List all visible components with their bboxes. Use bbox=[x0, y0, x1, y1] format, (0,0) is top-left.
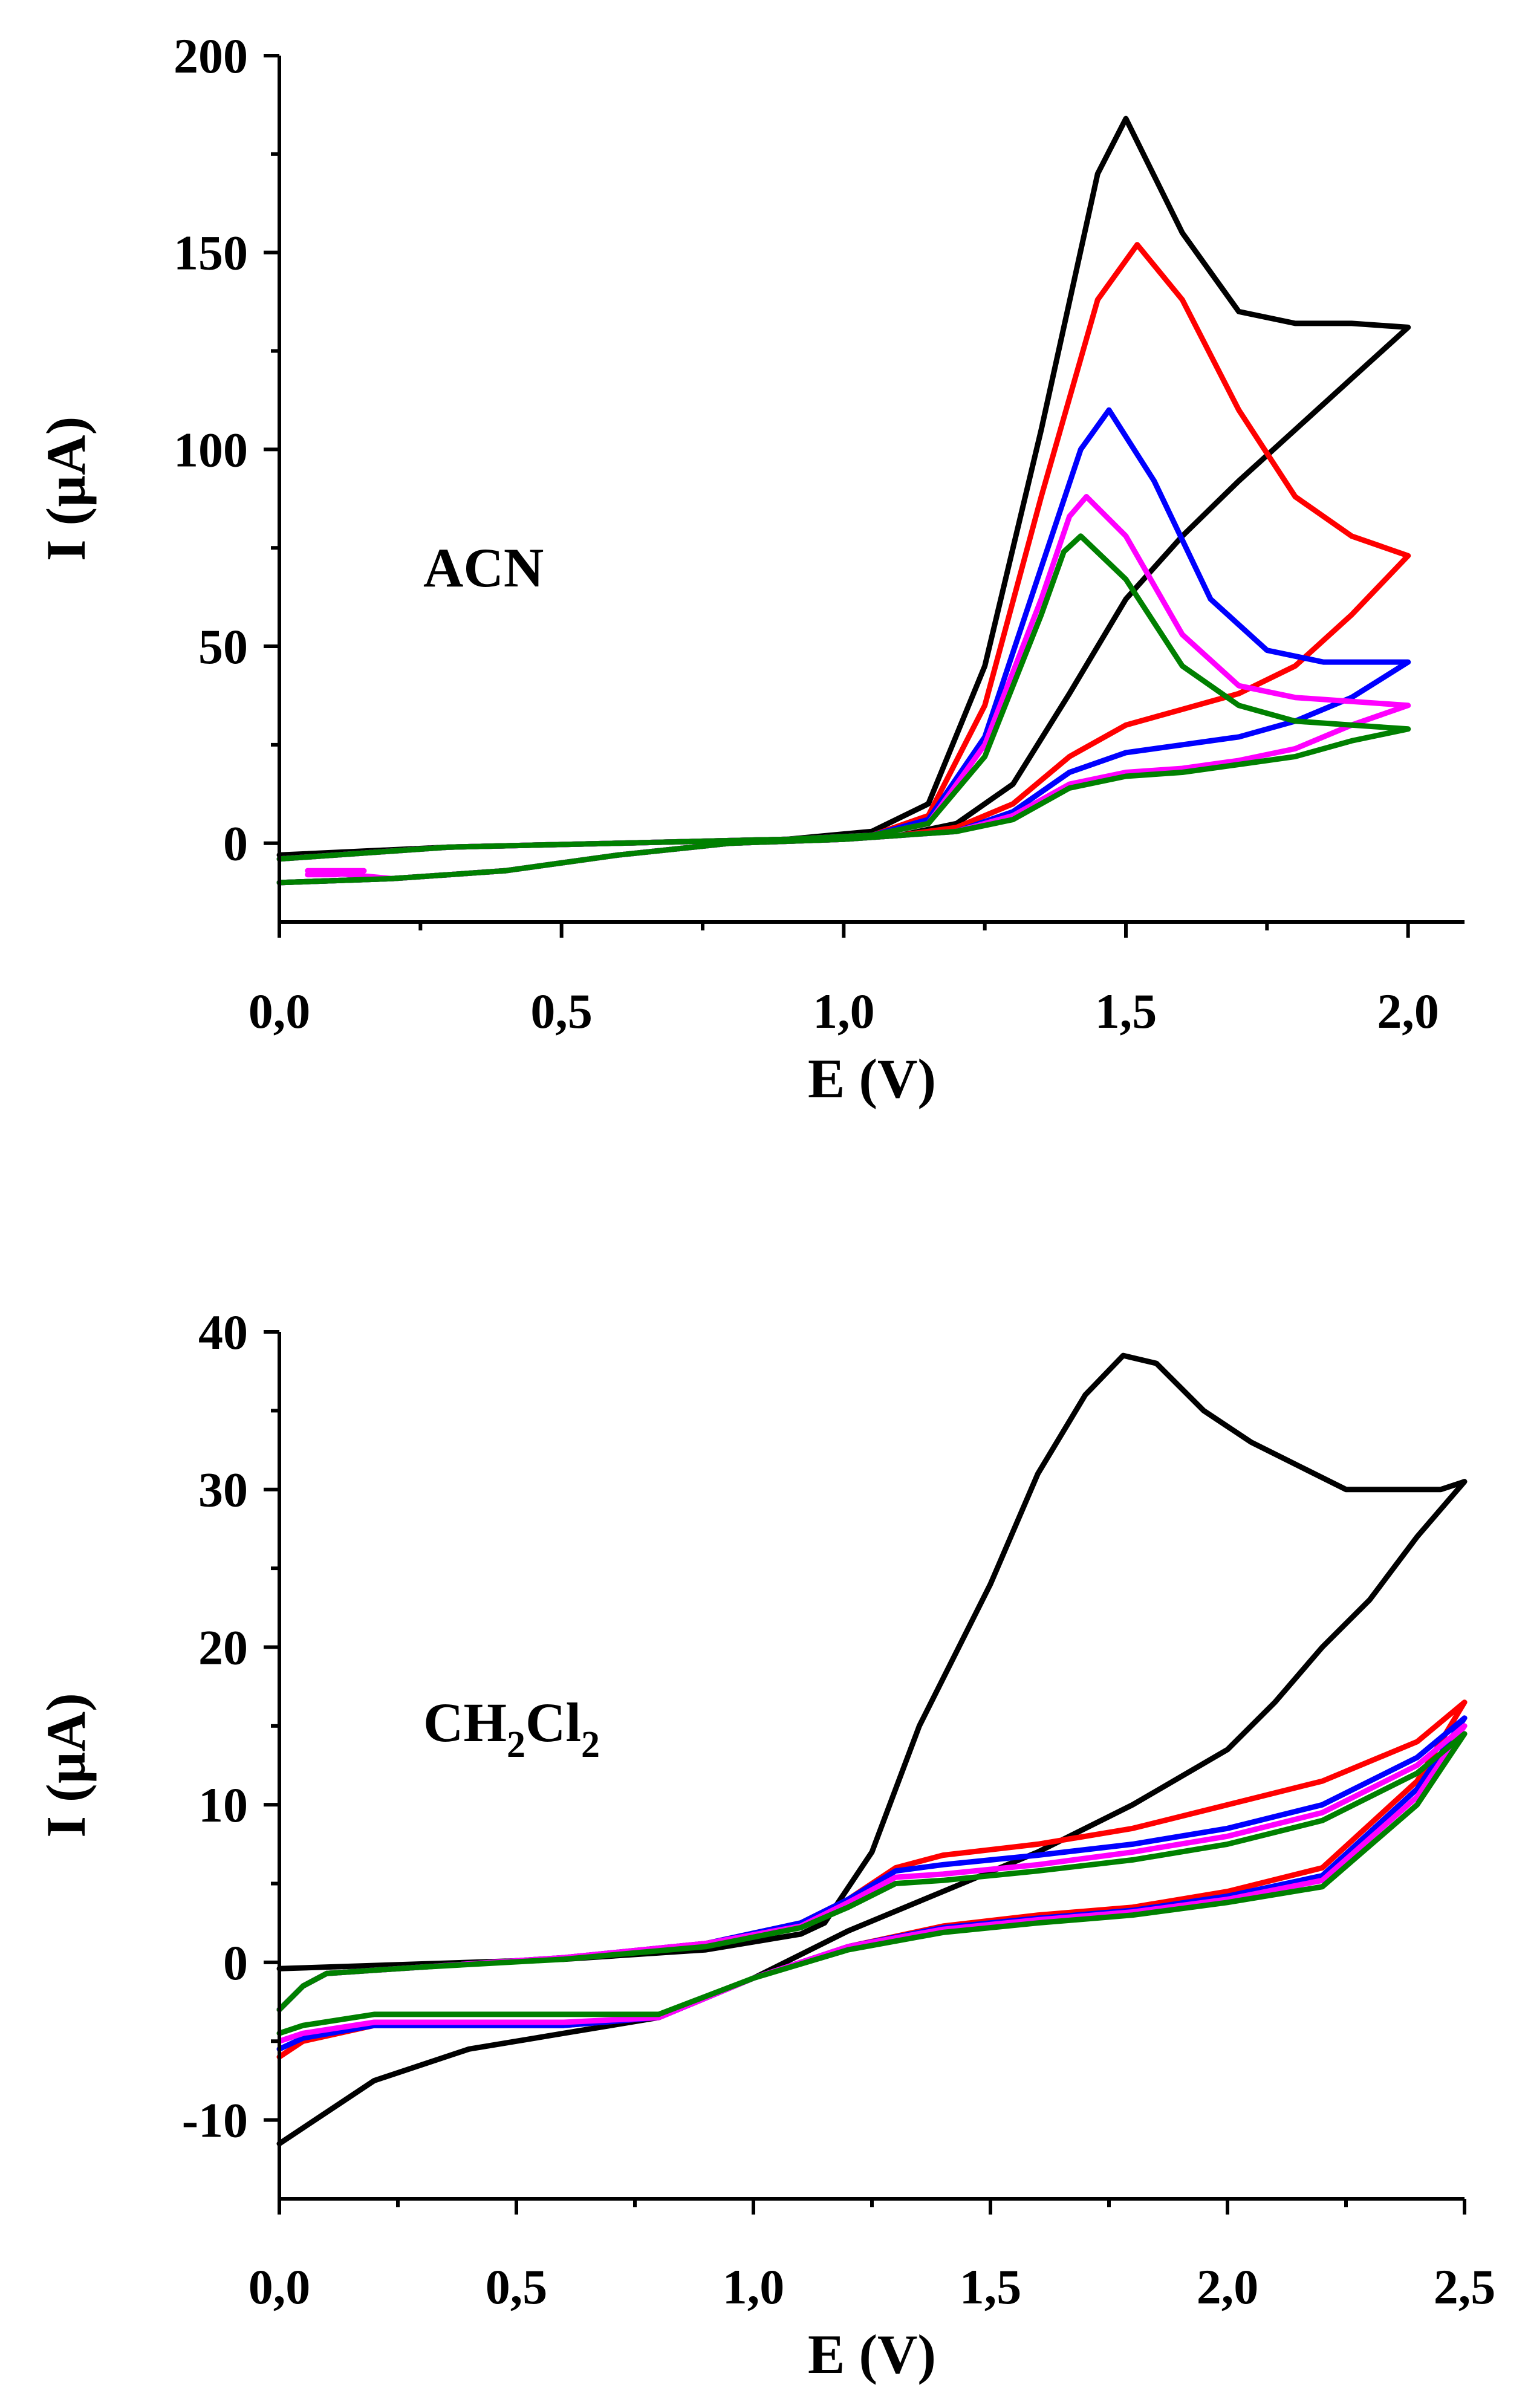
x-tick-label: 0,5 bbox=[486, 2259, 548, 2314]
x-tick-label: 2,0 bbox=[1377, 984, 1439, 1039]
y-tick-label: 50 bbox=[198, 619, 248, 674]
y-tick-label: 0 bbox=[223, 1935, 248, 1990]
x-tick-label: 2,5 bbox=[1434, 2259, 1496, 2314]
y-axis-title: I (µA) bbox=[35, 417, 97, 562]
y-tick-label: 40 bbox=[198, 1305, 248, 1360]
y-tick-label: 100 bbox=[174, 422, 248, 477]
x-tick-label: 1,5 bbox=[960, 2259, 1022, 2314]
y-tick-label: 0 bbox=[223, 816, 248, 871]
y-tick-label: 200 bbox=[174, 28, 248, 83]
x-axis-title: E (V) bbox=[808, 1048, 936, 1109]
x-tick-label: 0,0 bbox=[249, 984, 311, 1039]
y-axis-title: I (µA) bbox=[35, 1693, 97, 1838]
x-tick-label: 0,0 bbox=[249, 2259, 311, 2314]
x-tick-label: 2,0 bbox=[1197, 2259, 1259, 2314]
series-line-1 bbox=[276, 115, 1411, 886]
series-line-4 bbox=[276, 1723, 1468, 2044]
x-tick-label: 0,5 bbox=[530, 984, 593, 1039]
x-tick-label: 1,0 bbox=[813, 984, 875, 1039]
solvent-annotation-subscript: 2 bbox=[507, 1724, 525, 1765]
y-tick-label: 150 bbox=[174, 226, 248, 281]
solvent-annotation-subscript: 2 bbox=[581, 1724, 600, 1765]
chart-panel-ch2cl2: 0,0 0,5 1,0 1,5 2,0 2,5 -10 0 10 20 30 40 E (V) I (µA… bbox=[35, 1305, 1495, 2385]
y-tick-label: 10 bbox=[198, 1777, 248, 1832]
series-line-3 bbox=[276, 1715, 1468, 2052]
y-tick-label: 20 bbox=[198, 1620, 248, 1675]
series-line-5 bbox=[276, 1731, 1468, 2036]
series-line-2 bbox=[276, 1699, 1468, 2060]
solvent-annotation: CH2Cl2 bbox=[423, 1692, 600, 1765]
chart-panel-acn: 0,0 0,5 1,0 1,5 2,0 0 50 100 150 200 E (V) I (µA) AC… bbox=[35, 28, 1465, 1109]
y-tick-label: 30 bbox=[198, 1462, 248, 1517]
series-line-5 bbox=[276, 533, 1411, 886]
solvent-annotation-part: CH bbox=[423, 1692, 507, 1753]
x-tick-label: 1,0 bbox=[723, 2259, 785, 2314]
solvent-annotation: ACN bbox=[423, 537, 544, 599]
y-tick-label: -10 bbox=[182, 2093, 248, 2148]
solvent-annotation-part: Cl bbox=[525, 1692, 581, 1753]
x-tick-label: 1,5 bbox=[1095, 984, 1157, 1039]
x-axis-title: E (V) bbox=[808, 2323, 936, 2385]
